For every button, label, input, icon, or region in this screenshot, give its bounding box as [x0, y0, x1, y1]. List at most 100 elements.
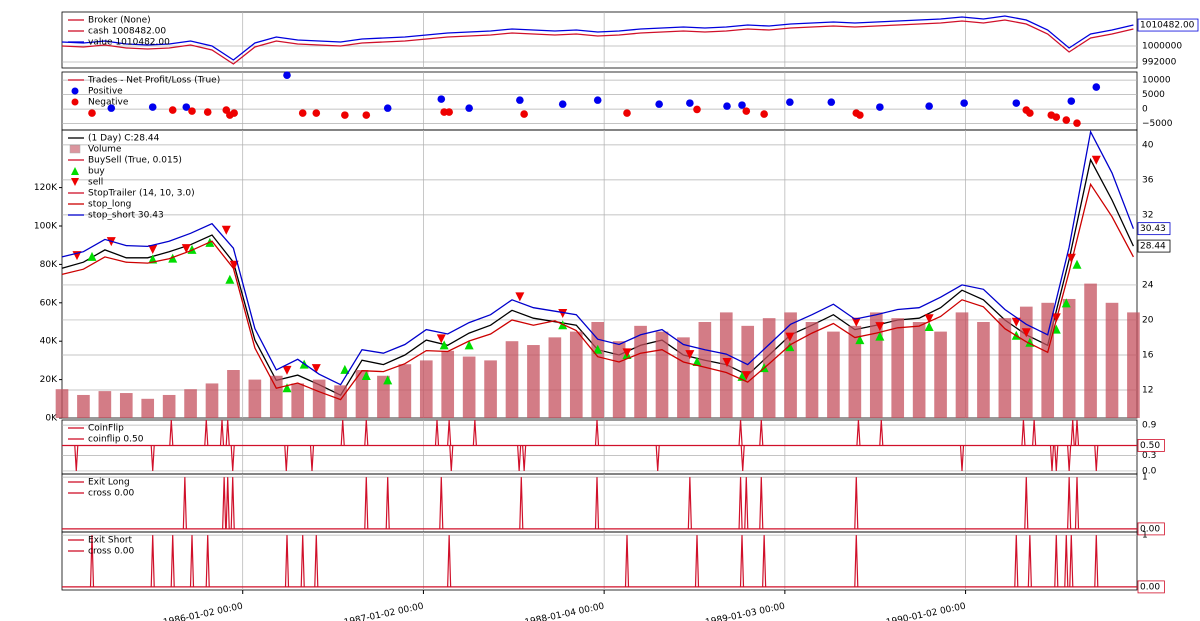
- volume-bar: [548, 337, 562, 418]
- trade-dot: [188, 107, 196, 115]
- volume-bar: [805, 322, 819, 418]
- trade-dot: [107, 104, 116, 112]
- spike: [1070, 419, 1075, 446]
- spike: [739, 535, 745, 587]
- y2-tick-label: 120K: [34, 183, 58, 193]
- trade-dot: [445, 108, 453, 116]
- spike: [687, 477, 692, 529]
- signal-marker: [1091, 155, 1101, 165]
- y2-tick-label: 0K: [45, 414, 58, 424]
- spike: [1074, 477, 1080, 529]
- volume-bar: [119, 393, 133, 418]
- volume-bar: [269, 375, 283, 418]
- spike: [594, 477, 600, 529]
- volume-bar: [484, 360, 497, 418]
- spike: [205, 535, 210, 587]
- signal-marker: [340, 364, 350, 374]
- signal-marker: [855, 335, 865, 345]
- spike: [314, 535, 319, 587]
- volume-bar: [141, 398, 155, 418]
- spike: [1069, 535, 1074, 587]
- volume-bar: [934, 331, 947, 418]
- y-tick-label: 1000000: [1142, 42, 1182, 52]
- signal-marker: [558, 308, 568, 318]
- legend-label: sell: [88, 178, 103, 188]
- signal-marker: [87, 251, 97, 261]
- trade-dot: [1012, 99, 1021, 107]
- volume-bar: [977, 322, 990, 418]
- spike: [300, 535, 305, 587]
- spike: [364, 419, 369, 446]
- spike: [856, 419, 861, 446]
- y2-tick-label: 40K: [40, 337, 58, 347]
- y-tick-label: 32: [1142, 210, 1153, 220]
- legend-symbol: [71, 98, 79, 106]
- trade-dot: [520, 110, 528, 118]
- signal-marker: [692, 356, 702, 366]
- volume-bar: [334, 385, 347, 418]
- trade-dot: [693, 105, 701, 114]
- y-tick-label: 10000: [1142, 76, 1171, 86]
- signal-marker: [875, 322, 885, 332]
- panel-frame: [61, 11, 1138, 69]
- volume-bar: [1105, 302, 1119, 418]
- spike: [1067, 445, 1072, 471]
- legend-title: BuySell (True, 0.015): [88, 156, 182, 166]
- trade-dot: [1067, 97, 1076, 105]
- trade-dot: [738, 101, 746, 109]
- volume-bar: [1062, 298, 1076, 418]
- volume-bar: [827, 331, 840, 418]
- spike: [854, 477, 859, 529]
- signal-marker: [439, 340, 449, 350]
- volume-bar: [312, 379, 326, 418]
- spike: [150, 445, 155, 471]
- spike: [284, 535, 290, 587]
- spike: [472, 419, 477, 446]
- signal-marker: [383, 375, 393, 385]
- spike: [1014, 535, 1019, 587]
- spike: [364, 477, 369, 529]
- volume-bar: [184, 389, 197, 418]
- signal-marker: [282, 383, 292, 393]
- volume-bar: [784, 312, 797, 418]
- legend-title: StopTrailer (14, 10, 3.0): [88, 189, 195, 199]
- panel-frame: [61, 419, 1138, 475]
- spike: [447, 535, 452, 587]
- volume-bar: [77, 394, 90, 418]
- volume-bar: [998, 318, 1012, 418]
- last-value-box: [1137, 239, 1171, 253]
- volume-bar: [1019, 306, 1033, 418]
- panel-frame: [61, 531, 1138, 591]
- legend-title: CoinFlip: [88, 424, 124, 434]
- trade-dot: [341, 111, 349, 119]
- signal-marker: [1061, 298, 1071, 308]
- trade-dot: [655, 100, 663, 108]
- signal-marker: [436, 334, 446, 344]
- x-tick-label: 1986-01-02 00:00: [162, 602, 244, 621]
- legend-title: Broker (None): [88, 16, 151, 26]
- signal-marker: [282, 365, 292, 375]
- spike: [1054, 535, 1059, 587]
- last-value-box: [1137, 18, 1199, 32]
- y-tick-label: 0.0: [1142, 466, 1157, 476]
- spike: [1074, 419, 1080, 446]
- y-tick-label: 1: [1142, 531, 1148, 541]
- series-line: [61, 182, 1134, 401]
- legend-symbol: [71, 87, 79, 95]
- series-line: [61, 129, 1135, 386]
- spike: [694, 535, 700, 587]
- signal-marker: [181, 244, 191, 254]
- series-line: [61, 15, 1134, 61]
- spike: [385, 477, 390, 529]
- spike: [182, 477, 187, 529]
- trade-dot: [203, 108, 212, 116]
- volume-bar: [205, 383, 219, 418]
- spike: [738, 477, 743, 529]
- spike: [519, 477, 524, 529]
- signal-marker: [229, 260, 239, 270]
- last-value-box: [1137, 439, 1165, 452]
- spike: [1027, 535, 1032, 587]
- signal-marker: [785, 332, 795, 342]
- last-value-label: 30.43: [1140, 224, 1166, 234]
